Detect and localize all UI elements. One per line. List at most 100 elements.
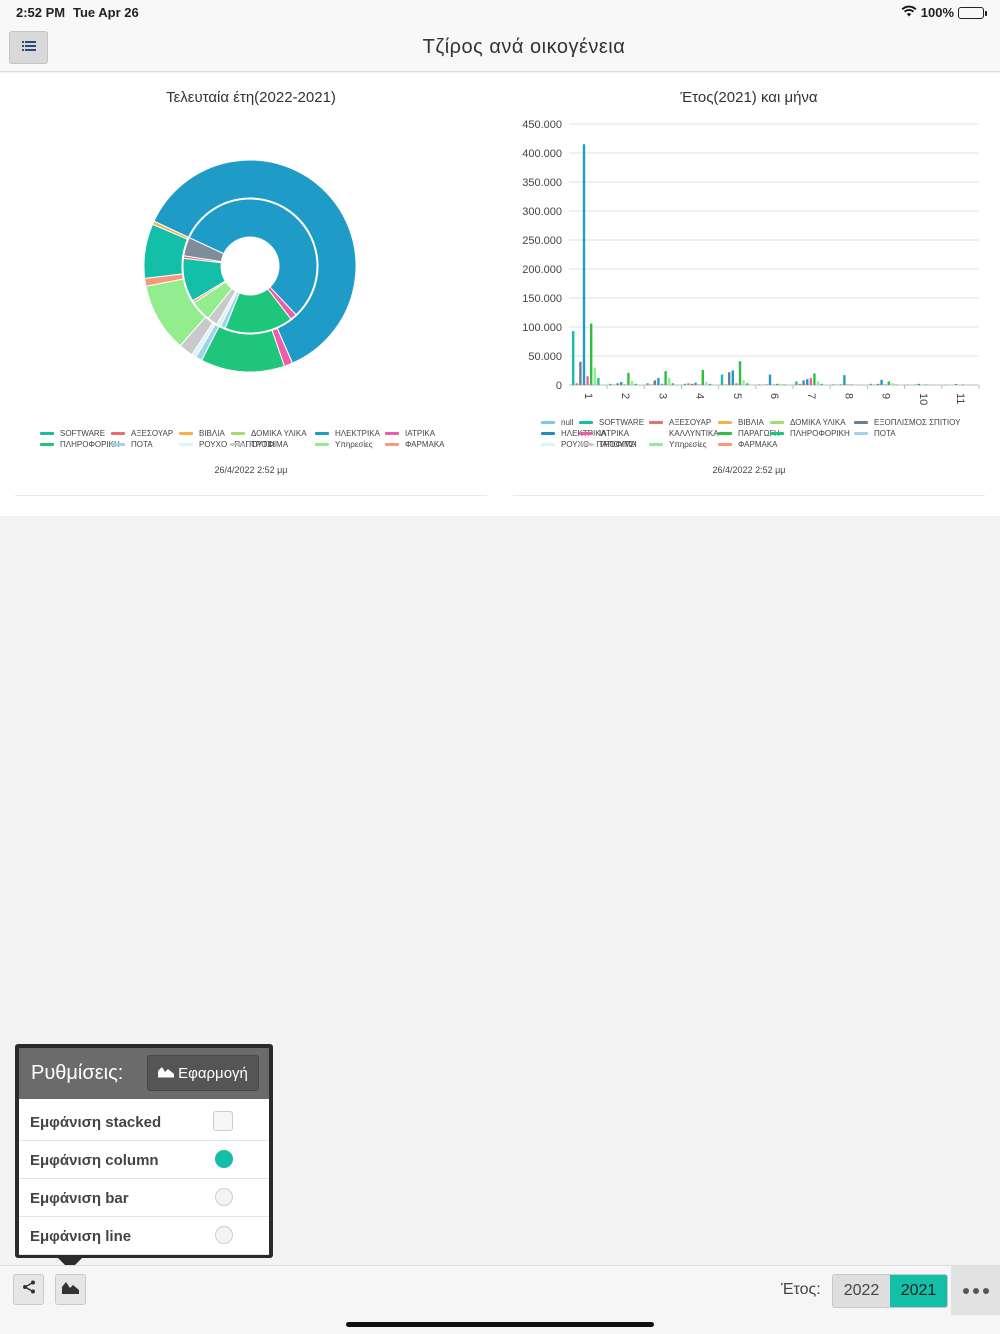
area-chart-icon (158, 1065, 175, 1082)
legend-swatch (541, 432, 555, 435)
legend-item[interactable]: SOFTWARE (40, 429, 105, 438)
legend-swatch (111, 432, 125, 435)
x-tick-label: 7 (805, 393, 817, 399)
year-2022-button[interactable]: 2022 (833, 1275, 890, 1307)
legend-swatch (649, 443, 663, 446)
bar-ΑΞΕΣΟΥΑΡ-1 (575, 383, 578, 385)
stacked-checkbox[interactable] (213, 1111, 233, 1131)
x-tick-label: 1 (582, 393, 594, 399)
legend-item[interactable]: ΠΑΡΑΓΩΓΗ (718, 429, 780, 438)
y-tick-label: 200.000 (522, 264, 562, 276)
bar-Υπηρεσίες-8 (854, 384, 857, 385)
bar-ΗΛΕΚΤΡΙΚΑ-4 (694, 382, 697, 385)
legend-swatch (315, 432, 329, 435)
legend-item[interactable]: ΠΟΤΑ (111, 440, 153, 449)
option-stacked[interactable]: Εμφάνιση stacked (19, 1103, 269, 1141)
line-radio[interactable] (215, 1226, 233, 1244)
legend-item[interactable]: ΔΟΜΙΚΑ ΥΛΙΚΑ (770, 418, 846, 427)
y-tick-label: 300.000 (522, 206, 562, 218)
legend-swatch (385, 443, 399, 446)
legend-item[interactable]: ΑΞΕΣΟΥΑΡ (111, 429, 173, 438)
menu-button[interactable] (9, 31, 48, 64)
bar-ΗΛΕΚΤΡΙΚΑ-6 (768, 374, 772, 385)
apply-button[interactable]: Εφαρμογή (147, 1055, 259, 1091)
more-dot (962, 1287, 969, 1294)
legend-label: ΦΑΡΜΑΚΑ (405, 440, 445, 449)
legend-item[interactable]: ΠΛΗΡΟΦΟΡΙΚΗ (40, 440, 120, 449)
option-line[interactable]: Εμφάνιση line (19, 1217, 269, 1255)
charts-area: Τελευταία έτη(2022-2021) SOFTWARE ΑΞΕΣΟΥΑ… (0, 73, 1000, 516)
legend-label: ΚΑΛΛΥΝΤΙΚΑ (669, 429, 719, 438)
bar-ΠΑΡΑΓΩΓΗ-1 (590, 323, 593, 385)
legend-item[interactable]: Υπηρεσίες (649, 440, 707, 449)
chart-settings-button[interactable] (55, 1274, 86, 1305)
option-bar[interactable]: Εμφάνιση bar (19, 1179, 269, 1217)
legend-label: SOFTWARE (60, 429, 106, 438)
legend-item[interactable]: ΙΑΤΡΙΚΑ (579, 429, 629, 438)
legend-label: ΑΞΕΣΟΥΑΡ (669, 418, 712, 427)
bar-ΕΞΟΠΛΙΣΜΟΣ ΣΠΙΤΙΟΥ-8 (839, 384, 842, 385)
legend-item[interactable]: ΦΑΡΜΑΚΑ (385, 440, 445, 449)
legend-item[interactable]: ΤΡΟΦΙΜΑ (231, 440, 288, 449)
more-button[interactable] (951, 1266, 1000, 1315)
status-bar: 2:52 PM Tue Apr 26 100% (0, 0, 1000, 24)
bar-SOFTWARE-1 (572, 331, 575, 385)
legend-swatch (579, 421, 593, 424)
legend-item[interactable]: ΒΙΒΛΙΑ (718, 418, 764, 427)
legend-swatch (111, 443, 125, 446)
legend-item[interactable]: ΒΙΒΛΙΑ (179, 429, 225, 438)
option-column[interactable]: Εμφάνιση column (19, 1141, 269, 1179)
bar-ΑΞΕΣΟΥΑΡ-3 (650, 384, 653, 385)
share-button[interactable] (13, 1274, 44, 1305)
legend-item[interactable]: ΠΛΗΡΟΦΟΡΙΚΗ (770, 429, 850, 438)
legend-swatch (40, 443, 54, 446)
donut-timestamp: 26/4/2022 2:52 μμ (214, 465, 288, 475)
legend-swatch (541, 443, 555, 446)
apply-label: Εφαρμογή (178, 1064, 248, 1082)
bar-SOFTWARE-4 (683, 383, 686, 385)
bar-ΠΛΗΡΟΦΟΡΙΚΗ-2 (634, 383, 637, 385)
bar-ΕΞΟΠΛΙΣΜΟΣ ΣΠΙΤΙΟΥ-6 (765, 384, 768, 385)
column-radio[interactable] (215, 1150, 233, 1168)
legend-item[interactable]: ΗΛΕΚΤΡΙΚΑ (315, 429, 380, 438)
legend-swatch (718, 432, 732, 435)
status-date: Tue Apr 26 (73, 5, 139, 20)
legend-item[interactable]: null (541, 418, 573, 427)
legend-item[interactable]: ΑΞΕΣΟΥΑΡ (649, 418, 711, 427)
legend-item[interactable]: SOFTWARE (579, 418, 644, 427)
legend-swatch (179, 432, 193, 435)
bar-Υπηρεσίες-5 (742, 380, 745, 385)
bar-ΠΛΗΡΟΦΟΡΙΚΗ-7 (820, 383, 823, 385)
legend-item[interactable]: ΚΑΛΛΥΝΤΙΚΑ (649, 429, 719, 438)
legend-item[interactable]: ΔΟΜΙΚΑ ΥΛΙΚΑ (231, 429, 307, 438)
legend-item[interactable]: ΙΑΤΡΙΚΑ (385, 429, 435, 438)
legend-item[interactable]: ΠΟΤΑ (854, 429, 896, 438)
legend-item[interactable]: Υπηρεσίες (315, 440, 373, 449)
legend-item[interactable]: ΦΑΡΜΑΚΑ (718, 440, 778, 449)
legend-item[interactable]: ΕΞΟΠΛΙΣΜΟΣ ΣΠΙΤΙΟΥ (854, 418, 960, 427)
legend-swatch (854, 432, 868, 435)
donut-slice-inner-0 (188, 198, 318, 316)
bar-ΙΑΤΡΙΚΑ-8 (846, 384, 850, 385)
year-2021-button[interactable]: 2021 (890, 1275, 947, 1307)
bar-legend: null SOFTWARE ΑΞΕΣΟΥΑΡ ΒΙΒΛΙΑ ΔΟΜΙΚΑ ΥΛΙΚΑ ΕΞ… (541, 418, 981, 454)
legend-label: ΒΙΒΛΙΑ (738, 418, 764, 427)
legend-swatch (718, 443, 732, 446)
bar-SOFTWARE-2 (609, 383, 612, 385)
bar-SOFTWARE-3 (646, 383, 649, 385)
y-tick-label: 400.000 (522, 148, 562, 160)
legend-swatch (579, 432, 593, 435)
legend-item[interactable]: ΤΡΟΦΙΜΑ (579, 440, 636, 449)
settings-popover: Ρυθμίσεις: Εφαρμογή Εμφάνιση stacked Εμφ… (15, 1044, 273, 1258)
x-tick-label: 10 (917, 393, 929, 405)
bar-ΕΞΟΠΛΙΣΜΟΣ ΣΠΙΤΙΟΥ-4 (690, 383, 694, 385)
legend-swatch (40, 432, 54, 435)
legend-label: ΠΑΡΑΓΩΓΗ (738, 429, 780, 438)
bar-radio[interactable] (215, 1188, 233, 1206)
legend-item[interactable]: ΡΟΥΧΟ - ΠΑΠΟΥΤΣΙ (541, 440, 637, 449)
area-chart-icon (62, 1280, 79, 1299)
bar-ΠΑΡΑΓΩΓΗ-7 (813, 373, 816, 385)
x-tick-label: 2 (619, 393, 631, 399)
x-tick-label: 6 (768, 393, 780, 399)
legend-label: ΙΑΤΡΙΚΑ (599, 429, 630, 438)
